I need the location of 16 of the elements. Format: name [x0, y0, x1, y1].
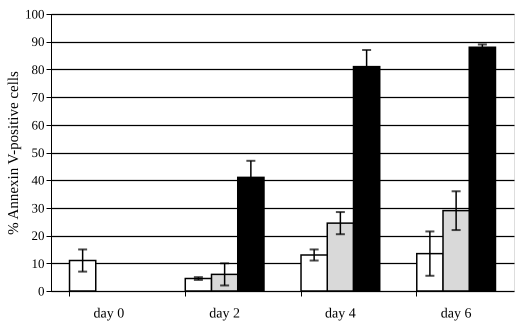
x-tick-label: day 6: [440, 306, 472, 322]
y-axis-title: % Annexin V-positive cells: [6, 70, 22, 235]
y-tick-label: 30: [32, 200, 44, 216]
x-tick-label: day 2: [209, 306, 240, 322]
y-tick-label: 40: [32, 172, 44, 188]
y-tick-label: 20: [32, 228, 44, 244]
y-tick-label: 70: [32, 90, 44, 105]
y-tick-label: 90: [32, 34, 44, 50]
y-tick-label: 60: [32, 117, 44, 132]
y-tick-label: 80: [32, 62, 44, 77]
x-tick-label: day 0: [94, 306, 124, 322]
y-tick-label: 100: [25, 6, 44, 22]
y-tick-label: 50: [32, 145, 44, 160]
x-tick-label: day 4: [325, 306, 356, 322]
y-tick-label: 0: [38, 284, 44, 298]
y-tick-label: 10: [32, 256, 44, 271]
